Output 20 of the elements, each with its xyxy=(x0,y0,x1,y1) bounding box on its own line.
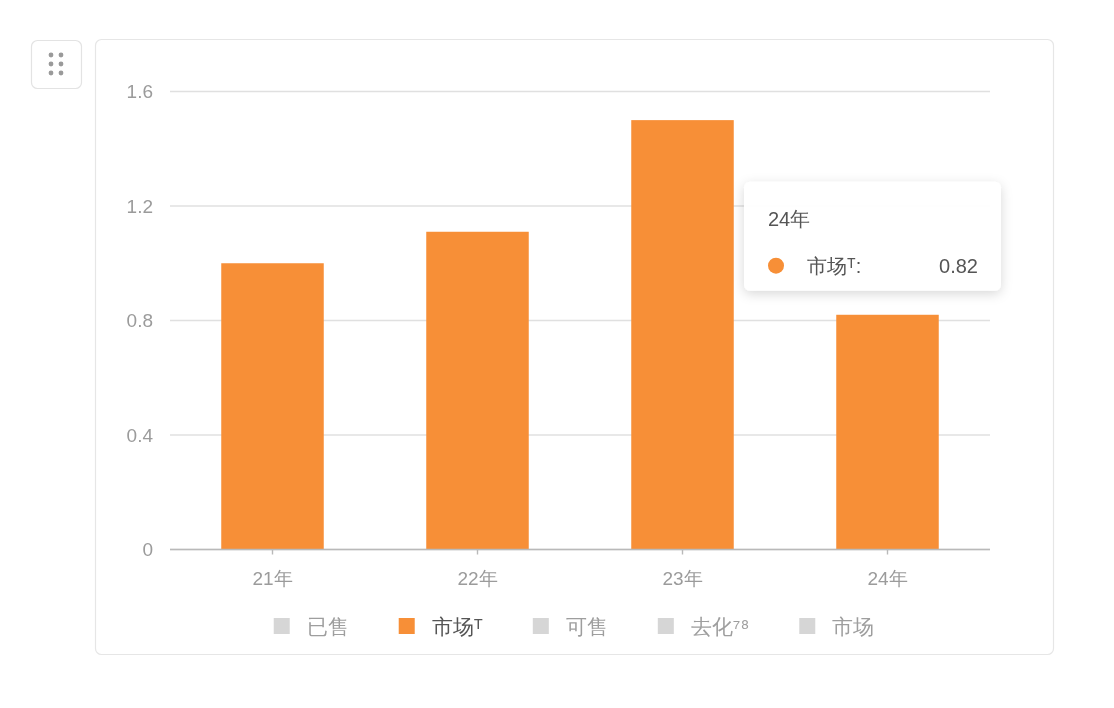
y-tick-label: 1.2 xyxy=(126,195,153,217)
legend-label: 可售 xyxy=(565,614,608,638)
text: 市场ᵀ: 0.82 xyxy=(807,254,978,277)
legend-label: 市场 xyxy=(832,614,875,638)
legend-label: 市场ᵀ xyxy=(431,614,483,638)
x-tick-label: 21年 xyxy=(252,567,293,589)
bar xyxy=(221,263,324,550)
y-tick-label: 1.6 xyxy=(126,81,153,102)
x-tick-label: 24年 xyxy=(867,567,908,589)
x-tick-label: 22年 xyxy=(457,567,498,589)
bar xyxy=(426,231,529,550)
y-tick-label: 0.4 xyxy=(126,424,154,446)
x-tick-label: 23年 xyxy=(662,567,703,589)
bar xyxy=(836,314,939,550)
annotation: 24年 xyxy=(768,207,811,230)
y-tick-label: 0.8 xyxy=(126,310,153,331)
legend-label: 已售 xyxy=(306,614,349,638)
y-tick-label: 0 xyxy=(142,539,153,560)
bar xyxy=(631,120,734,550)
legend-label: 去化⁷⁸ xyxy=(690,614,750,638)
